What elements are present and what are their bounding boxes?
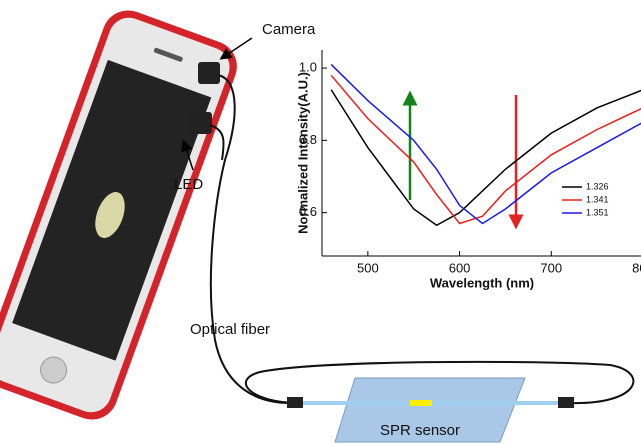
legend-label: 1.351 (586, 207, 609, 217)
x-tick-label: 700 (540, 260, 562, 275)
connector (287, 397, 303, 408)
legend-label: 1.341 (586, 194, 609, 204)
y-tick-label: 0.8 (299, 132, 317, 147)
sensor-spot (410, 400, 432, 406)
connector (558, 397, 574, 408)
x-tick-label: 600 (449, 260, 471, 275)
x-tick-label: 500 (357, 260, 379, 275)
figure: Camera LED Optical fiber SPR sensor Wave… (0, 0, 641, 444)
label: LED (174, 176, 203, 193)
x-tick-label: 800 (632, 260, 641, 275)
series-line (331, 90, 641, 226)
x-axis-title: Wavelength (nm) (430, 275, 534, 290)
label: Camera (262, 21, 316, 38)
led-plug (190, 112, 212, 134)
y-tick-label: 1.0 (299, 60, 317, 75)
label: Optical fiber (190, 321, 270, 338)
camera-plug (198, 62, 220, 84)
label: SPR sensor (380, 422, 460, 439)
y-tick-label: 0.6 (299, 204, 317, 219)
legend-label: 1.326 (586, 181, 609, 191)
cable (211, 75, 290, 403)
